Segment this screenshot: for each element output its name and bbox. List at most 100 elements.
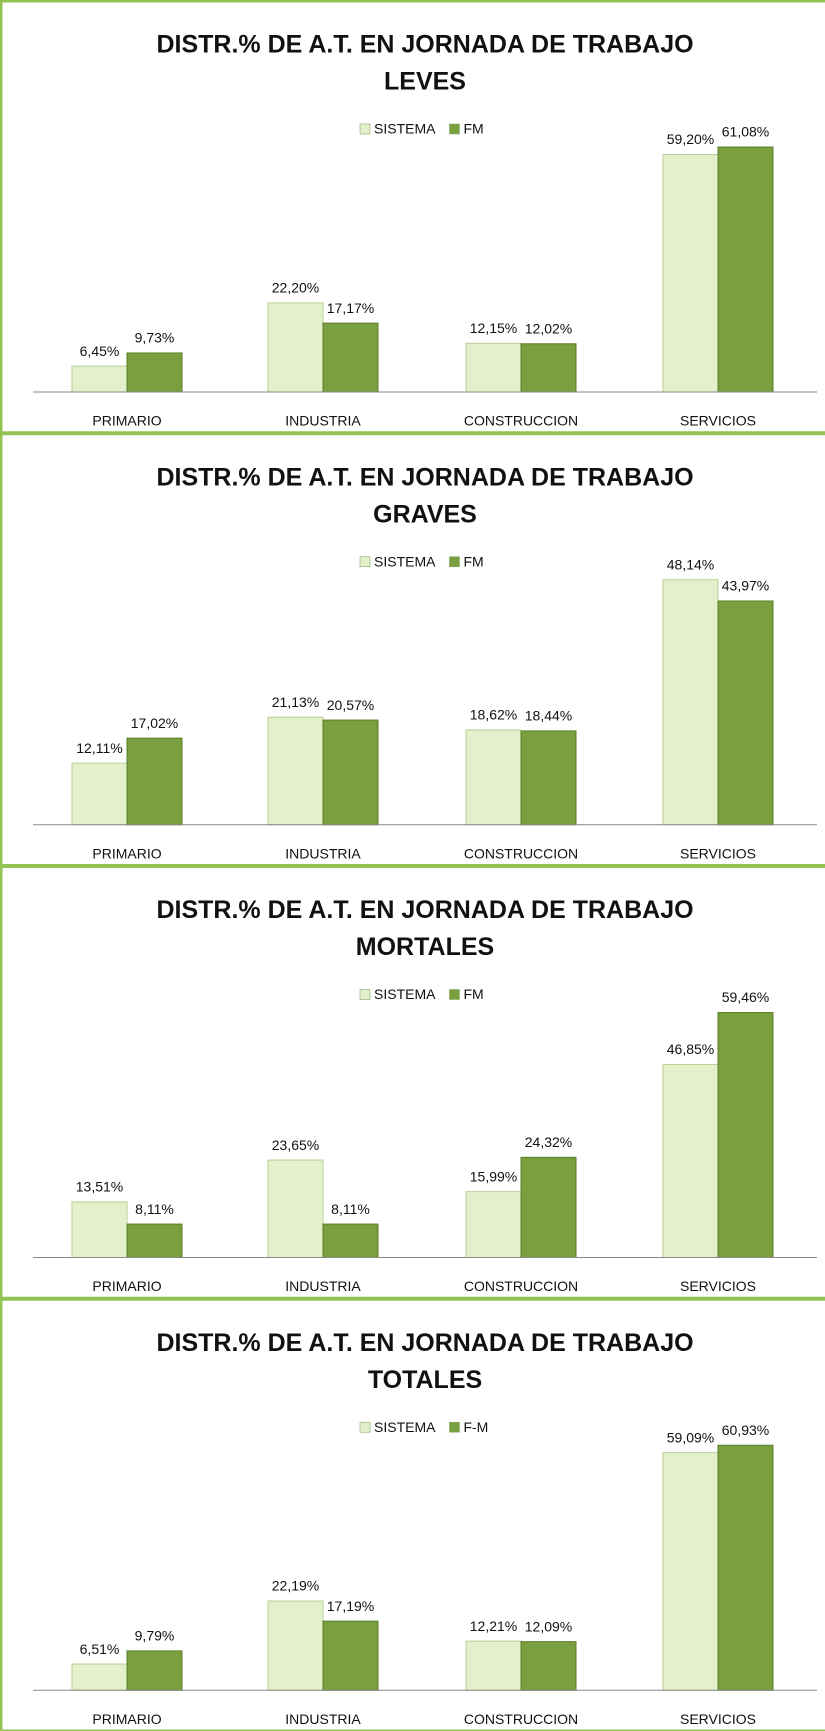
chart-title: DISTR.% DE A.T. EN JORNADA DE TRABAJO <box>156 31 693 59</box>
bar <box>662 154 719 393</box>
value-label: 8,11% <box>135 1201 174 1217</box>
bar <box>717 146 774 393</box>
legend-label: FM <box>463 553 483 569</box>
x-tick-label: PRIMARIO <box>92 845 161 861</box>
legend-swatch <box>449 1421 460 1433</box>
value-label: 13,51% <box>76 1179 123 1195</box>
value-label: 60,93% <box>722 1422 769 1438</box>
value-label: 59,20% <box>667 131 714 147</box>
value-label: 23,65% <box>272 1137 319 1153</box>
value-label: 21,13% <box>272 694 319 710</box>
bar <box>520 343 577 393</box>
value-label: 6,51% <box>80 1641 120 1657</box>
x-tick-label: PRIMARIO <box>92 1278 161 1294</box>
value-label: 61,08% <box>722 124 769 140</box>
bar <box>126 1223 183 1258</box>
x-tick-label: CONSTRUCCION <box>464 845 578 861</box>
value-label: 8,11% <box>331 1201 370 1217</box>
value-label: 6,45% <box>80 343 120 359</box>
bar <box>71 1201 128 1258</box>
bar <box>520 1641 577 1691</box>
bar <box>267 1159 324 1258</box>
value-label: 46,85% <box>667 1041 714 1057</box>
x-tick-label: CONSTRUCCION <box>464 413 578 429</box>
bar <box>126 1650 183 1691</box>
bar <box>465 342 522 393</box>
legend-swatch <box>449 123 460 135</box>
bar <box>465 729 522 826</box>
bar <box>126 352 183 393</box>
legend-swatch <box>359 556 371 568</box>
value-label: 48,14% <box>667 556 714 572</box>
legend-swatch <box>449 989 460 1000</box>
legend-label: SISTEMA <box>374 986 436 1002</box>
value-label: 59,09% <box>667 1429 714 1445</box>
chart-panel: DISTR.% DE A.T. EN JORNADA DE TRABAJO GRA… <box>0 432 825 867</box>
value-label: 12,09% <box>525 1618 572 1634</box>
value-label: 24,32% <box>525 1134 572 1150</box>
legend-swatch <box>359 123 371 135</box>
bar <box>71 1663 128 1691</box>
value-label: 18,44% <box>525 708 572 724</box>
bar <box>267 1600 324 1691</box>
legend-label: SISTEMA <box>374 121 436 137</box>
bar <box>126 737 183 826</box>
x-tick-label: SERVICIOS <box>680 1278 756 1294</box>
x-tick-label: INDUSTRIA <box>285 1278 361 1294</box>
value-label: 22,19% <box>272 1578 319 1594</box>
legend-label: FM <box>463 121 483 137</box>
chart-panel: DISTR.% DE A.T. EN JORNADA DE TRABAJO TOT… <box>0 1297 825 1731</box>
value-label: 12,21% <box>470 1618 517 1634</box>
value-label: 43,97% <box>722 578 769 594</box>
bar <box>662 1452 719 1691</box>
bar <box>322 719 379 826</box>
x-tick-label: PRIMARIO <box>92 413 161 429</box>
chart-subtitle: GRAVES <box>373 500 477 528</box>
bar <box>662 579 719 826</box>
value-label: 12,02% <box>525 320 572 336</box>
bar <box>71 762 128 826</box>
value-label: 18,62% <box>470 707 517 723</box>
value-label: 17,17% <box>327 300 374 316</box>
value-label: 12,15% <box>470 320 517 336</box>
bar <box>717 600 774 826</box>
x-tick-label: CONSTRUCCION <box>464 1711 578 1727</box>
x-tick-label: INDUSTRIA <box>285 413 361 429</box>
value-label: 20,57% <box>327 697 374 713</box>
legend-swatch <box>359 989 371 1000</box>
value-label: 9,79% <box>135 1628 175 1644</box>
x-tick-label: INDUSTRIA <box>285 845 361 861</box>
x-tick-label: SERVICIOS <box>680 1711 756 1727</box>
bar <box>520 730 577 826</box>
chart-panel: DISTR.% DE A.T. EN JORNADA DE TRABAJO LEV… <box>0 0 825 435</box>
chart-subtitle: LEVES <box>384 68 466 96</box>
bar <box>717 1012 774 1258</box>
x-tick-label: SERVICIOS <box>680 845 756 861</box>
bar <box>662 1063 719 1258</box>
bar <box>322 1620 379 1691</box>
bar <box>717 1444 774 1691</box>
bar <box>322 1223 379 1258</box>
legend-label: FM <box>463 986 483 1002</box>
value-label: 12,11% <box>76 740 122 756</box>
value-label: 9,73% <box>135 330 175 346</box>
chart-subtitle: TOTALES <box>368 1366 482 1394</box>
bar <box>465 1191 522 1258</box>
x-tick-label: CONSTRUCCION <box>464 1278 578 1294</box>
chart-title: DISTR.% DE A.T. EN JORNADA DE TRABAJO <box>156 896 693 924</box>
legend-label: F-M <box>463 1419 488 1435</box>
x-tick-label: SERVICIOS <box>680 413 756 429</box>
legend-swatch <box>449 556 460 568</box>
x-tick-label: INDUSTRIA <box>285 1711 361 1727</box>
bar <box>520 1156 577 1258</box>
bar <box>71 365 128 393</box>
value-label: 22,20% <box>272 280 319 296</box>
chart-subtitle: MORTALES <box>356 933 494 961</box>
value-label: 59,46% <box>722 989 769 1005</box>
panel-border <box>0 1297 825 1731</box>
legend-label: SISTEMA <box>374 1419 436 1435</box>
value-label: 17,19% <box>327 1598 374 1614</box>
x-tick-label: PRIMARIO <box>92 1711 161 1727</box>
bar <box>465 1640 522 1691</box>
